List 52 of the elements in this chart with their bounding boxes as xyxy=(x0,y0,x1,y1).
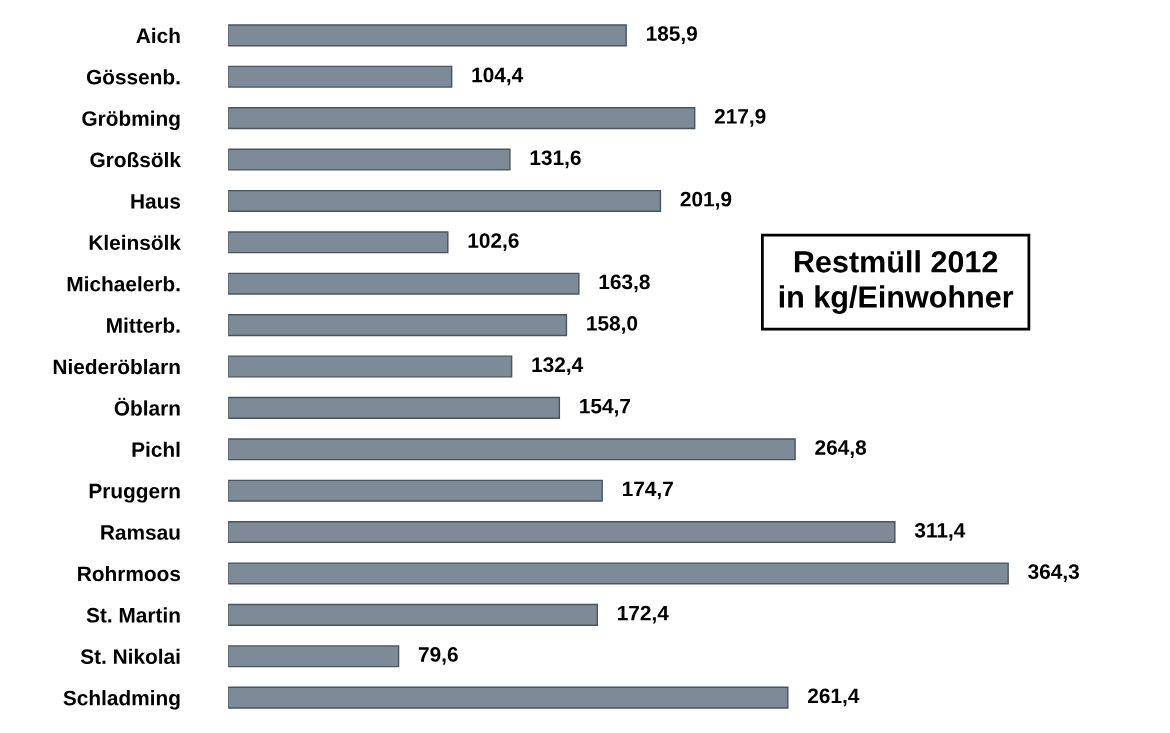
y-tick-label: Öblarn xyxy=(114,397,180,416)
y-tick-label: Schladming xyxy=(63,690,180,710)
data-label: 201,9 xyxy=(680,191,732,210)
y-tick-label: Pruggern xyxy=(89,483,180,503)
data-label: 158,0 xyxy=(587,315,638,334)
bar xyxy=(228,65,453,88)
data-label: 264,8 xyxy=(815,440,867,458)
data-label: 364,3 xyxy=(1028,564,1079,583)
bar xyxy=(228,645,400,668)
data-label: 261,4 xyxy=(808,688,860,707)
data-label: 163,8 xyxy=(599,274,650,293)
y-tick-label: St. Martin xyxy=(86,607,180,623)
data-label: 131,6 xyxy=(530,150,581,169)
data-label: 174,7 xyxy=(622,481,673,500)
y-tick-label: Niederöblarn xyxy=(53,358,180,375)
bar xyxy=(228,355,513,378)
y-tick-label: St. Nikolai xyxy=(80,648,180,664)
y-tick-label: Ramsau xyxy=(101,525,180,540)
bar xyxy=(228,231,449,254)
data-label: 104,4 xyxy=(472,67,524,86)
data-label: 102,6 xyxy=(468,233,519,251)
bar xyxy=(228,24,627,47)
y-tick-label: Mitterb. xyxy=(107,317,180,333)
bar xyxy=(228,189,662,212)
y-tick-label: Gössenb. xyxy=(86,69,180,85)
bar xyxy=(228,438,796,461)
data-label: 185,9 xyxy=(646,26,697,44)
bar xyxy=(228,314,568,337)
data-label: 172,4 xyxy=(618,605,669,624)
bar xyxy=(228,521,896,544)
bar xyxy=(228,272,580,295)
bar xyxy=(228,479,603,502)
data-label: 217,9 xyxy=(714,108,766,127)
data-label: 154,7 xyxy=(580,398,631,417)
y-tick-label: Gröbming xyxy=(82,110,180,131)
bar xyxy=(228,148,511,171)
data-label: 311,4 xyxy=(914,522,966,541)
bar xyxy=(228,107,696,130)
bar xyxy=(228,396,561,419)
data-label: 132,4 xyxy=(532,357,584,376)
y-tick-label: Rohrmoos xyxy=(78,565,181,582)
y-tick-label: Großsölk xyxy=(90,151,181,168)
text: Restmüll 2012 in kg/Einwohner xyxy=(779,250,1014,314)
y-tick-label: Aich xyxy=(136,27,180,44)
y-tick-label: Pichl xyxy=(132,441,180,458)
y-tick-label: Michaelerb. xyxy=(67,276,180,292)
bar xyxy=(228,686,789,709)
data-label: 79,6 xyxy=(418,647,458,665)
bar xyxy=(228,562,1009,585)
y-tick-label: Kleinsölk xyxy=(89,234,181,251)
y-tick-label: Haus xyxy=(131,194,181,209)
bar xyxy=(228,603,598,626)
